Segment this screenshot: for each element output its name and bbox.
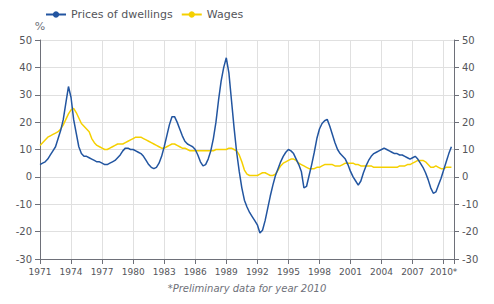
svg-text:1983: 1983 [153, 267, 176, 277]
svg-text:1989: 1989 [215, 267, 238, 277]
svg-text:1986: 1986 [184, 267, 207, 277]
svg-text:-30: -30 [462, 254, 478, 265]
svg-text:2004: 2004 [370, 267, 393, 277]
svg-text:1995: 1995 [277, 267, 300, 277]
svg-text:1974: 1974 [60, 267, 83, 277]
svg-text:Prices of dwellings: Prices of dwellings [71, 8, 173, 21]
svg-text:10: 10 [462, 144, 475, 155]
svg-text:-20: -20 [462, 226, 478, 237]
svg-text:%: % [35, 20, 45, 33]
svg-text:30: 30 [19, 89, 32, 100]
svg-text:40: 40 [19, 62, 32, 73]
svg-text:0: 0 [26, 171, 32, 182]
svg-text:2001: 2001 [339, 267, 362, 277]
svg-text:20: 20 [19, 117, 32, 128]
svg-text:1977: 1977 [91, 267, 114, 277]
svg-text:10: 10 [19, 144, 32, 155]
svg-text:-20: -20 [16, 226, 32, 237]
svg-text:2010*: 2010* [430, 267, 458, 277]
svg-text:0: 0 [462, 171, 468, 182]
svg-text:50: 50 [19, 35, 32, 46]
svg-text:20: 20 [462, 117, 475, 128]
svg-text:40: 40 [462, 62, 475, 73]
svg-text:2007: 2007 [401, 267, 424, 277]
svg-text:-30: -30 [16, 254, 32, 265]
svg-text:Wages: Wages [207, 8, 244, 21]
svg-text:1998: 1998 [308, 267, 331, 277]
svg-text:30: 30 [462, 89, 475, 100]
svg-text:1971: 1971 [29, 267, 52, 277]
svg-text:-10: -10 [462, 199, 478, 210]
svg-text:1992: 1992 [246, 267, 269, 277]
svg-text:50: 50 [462, 35, 475, 46]
svg-text:1980: 1980 [122, 267, 145, 277]
svg-text:-10: -10 [16, 199, 32, 210]
svg-text:*Preliminary data for year 201: *Preliminary data for year 2010 [168, 283, 327, 294]
